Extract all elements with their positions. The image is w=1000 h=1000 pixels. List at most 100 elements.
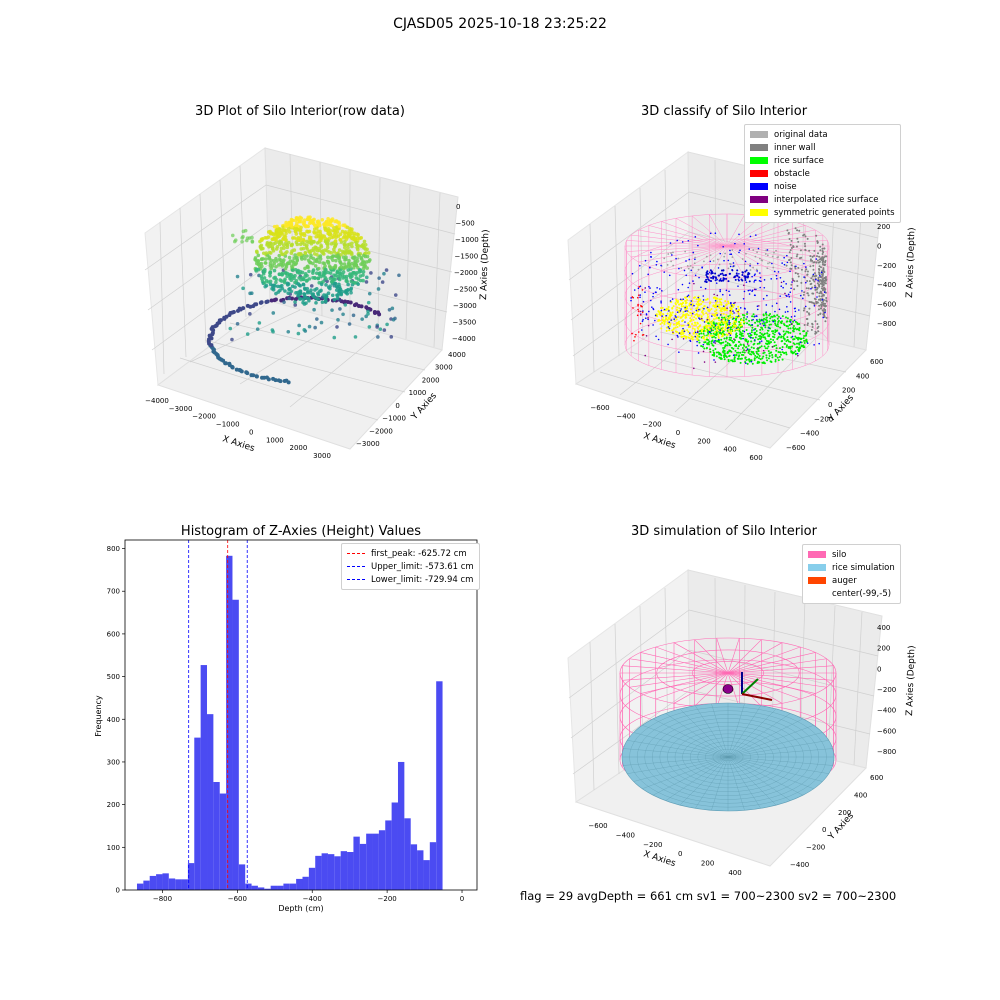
classify-point	[818, 342, 820, 345]
classify-point	[763, 332, 766, 335]
classify-point	[672, 251, 674, 254]
classify-point	[788, 324, 791, 327]
classify-point	[820, 307, 823, 310]
classify-point	[652, 292, 655, 295]
classify-point	[763, 279, 766, 281]
raw-point	[260, 375, 265, 380]
classify-point	[804, 334, 807, 337]
classify-point	[682, 311, 685, 314]
classify-point	[700, 286, 702, 289]
classify-point	[722, 323, 725, 326]
classify-point	[698, 314, 701, 317]
raw-point	[376, 287, 381, 291]
classify-point	[644, 291, 646, 293]
raw-point	[322, 234, 327, 238]
classify-point	[724, 274, 727, 277]
classify-point	[692, 318, 695, 321]
classify-point	[725, 289, 728, 292]
raw-point	[366, 251, 371, 255]
classify-ytick: −600	[786, 444, 805, 452]
classify-legend-label: symmetric generated points	[774, 207, 895, 218]
classify-point	[734, 316, 737, 319]
classify-point	[729, 294, 731, 296]
classify-point	[728, 319, 730, 322]
classify-ytick: 0	[828, 401, 832, 409]
classify-point	[687, 267, 690, 270]
raw-point	[284, 263, 288, 267]
classify-point	[772, 339, 775, 342]
classify-point	[690, 337, 693, 340]
raw-point	[298, 228, 303, 232]
raw-point	[341, 235, 346, 240]
histogram-xtick: −200	[378, 895, 397, 903]
raw-point	[324, 283, 328, 287]
classify-point	[717, 335, 720, 338]
classify-point	[730, 329, 733, 332]
classify-point	[679, 310, 682, 312]
classify-point	[731, 256, 734, 259]
raw-point	[345, 243, 350, 247]
classify-point	[822, 280, 825, 283]
raw-point	[342, 274, 347, 279]
simulation-legend-swatch	[808, 577, 826, 584]
classify-point	[819, 313, 822, 316]
raw-point	[245, 238, 249, 243]
classify-point	[656, 260, 658, 263]
classify-point	[698, 303, 701, 306]
classify-point	[702, 337, 705, 340]
classify-point	[718, 331, 721, 334]
classify-point	[722, 346, 725, 349]
classify-point	[730, 350, 733, 353]
classify-point	[783, 256, 785, 259]
classify-point	[773, 341, 776, 344]
classify-point	[665, 314, 668, 317]
histogram-bar	[423, 860, 430, 890]
simulation-ytick: 400	[854, 791, 867, 799]
raw-ytick: 3000	[435, 364, 453, 372]
raw-point	[342, 262, 347, 266]
classify-point	[796, 321, 799, 324]
classify-point	[746, 316, 749, 318]
classify-point	[769, 323, 772, 326]
classify-point	[744, 278, 747, 281]
classify-point	[693, 321, 696, 324]
classify-point	[819, 249, 822, 252]
classify-point	[789, 267, 792, 270]
classify-point	[803, 339, 806, 342]
histogram-bar	[219, 793, 227, 890]
classify-point	[717, 336, 720, 339]
histogram-bar	[187, 863, 195, 890]
classify-point	[814, 274, 817, 277]
raw-point	[341, 223, 345, 228]
classify-point	[743, 243, 746, 245]
classify-point	[659, 288, 661, 290]
classify-point	[717, 258, 719, 261]
classify-point	[796, 253, 799, 256]
raw-point	[359, 262, 363, 266]
classify-point	[786, 338, 789, 341]
classify-point	[749, 324, 752, 327]
raw-point	[268, 282, 273, 287]
raw-point	[277, 272, 282, 277]
classify-point	[638, 286, 641, 288]
classify-point	[818, 258, 821, 261]
classify-point	[694, 324, 697, 327]
classify-point	[737, 345, 740, 348]
classify-point	[719, 321, 722, 324]
classify-point	[704, 330, 707, 333]
classify-point	[696, 340, 698, 343]
classify-point	[730, 336, 733, 339]
classify-point	[744, 357, 747, 360]
classify-point	[822, 251, 825, 254]
classify-point	[690, 314, 693, 317]
classify-point	[741, 271, 744, 274]
classify-point	[769, 312, 772, 315]
raw-point	[295, 258, 299, 263]
classify-point	[737, 310, 739, 313]
raw-point	[283, 270, 288, 275]
classify-point	[794, 350, 797, 353]
classify-point	[749, 334, 752, 337]
raw-point	[259, 300, 264, 305]
simulation-legend-swatch	[808, 564, 826, 571]
raw-point	[358, 274, 363, 278]
